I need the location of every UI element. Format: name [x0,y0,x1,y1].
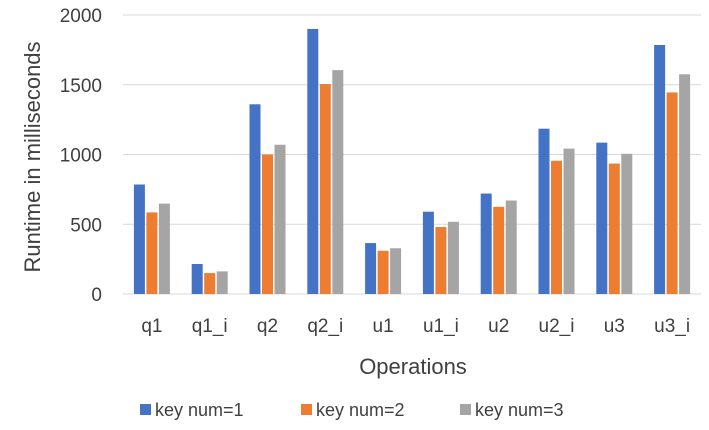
bar-q1-series-2 [146,212,158,294]
y-tick-labels: 0 500 1000 1500 2000 [60,6,102,306]
bar-u2_i-series-2 [551,160,562,294]
legend-label: key num=1 [155,400,244,420]
bar-u1_i-series-2 [435,227,447,294]
x-axis-title: Operations [359,354,467,379]
bar-q2_i-series-3 [332,70,344,294]
x-tick-label: u1 [373,316,394,337]
legend: key num=1 key num=2 key num=3 [140,400,564,420]
legend-swatch [301,404,312,415]
bar-q1-series-1 [133,184,145,294]
bar-u1-series-1 [365,243,377,294]
y-tick-label: 2000 [60,6,102,27]
x-tick-label: u3_i [654,316,690,337]
x-tick-label: u2_i [539,316,575,337]
bar-u1-series-3 [390,248,402,294]
y-tick-label: 1500 [60,76,102,97]
y-tick-label: 0 [91,285,102,306]
x-tick-label: q1_i [192,316,228,337]
x-tick-label: u3 [604,316,625,337]
bar-q1-series-3 [158,203,170,294]
x-tick-label: u1_i [423,316,459,337]
x-tick-label: q2 [257,316,278,337]
bar-u2-series-3 [505,200,517,294]
legend-label: key num=3 [475,400,564,420]
legend-swatch [460,404,471,415]
y-tick-label: 1000 [60,146,102,167]
x-tick-label: q1 [141,316,162,337]
x-tick-labels: q1 q1_i q2 q2_i u1 u1_i u2 u2_i u3 u3_i [141,316,690,337]
bar-u1_i-series-1 [422,211,434,294]
bar-u3-series-1 [596,142,608,294]
bar-q2-series-2 [262,154,273,294]
x-tick-label: u2 [488,316,509,337]
bar-u2_i-series-1 [538,128,550,294]
bar-u3_i-series-3 [679,74,691,294]
bar-q1_i-series-3 [216,271,228,294]
bars [133,28,691,295]
bar-u3_i-series-2 [666,92,678,294]
bar-u2_i-series-3 [563,148,575,294]
bar-u3-series-2 [608,163,620,294]
bar-u1_i-series-3 [447,221,459,294]
x-tick-label: q2_i [307,316,343,337]
y-axis-title: Runtime in milliseconds [20,41,45,272]
bar-u1-series-2 [377,250,389,294]
bar-q1_i-series-1 [191,264,203,294]
legend-label: key num=2 [316,400,405,420]
bar-u2-series-1 [480,193,492,294]
legend-swatch [140,404,151,415]
y-tick-label: 500 [70,215,102,236]
bar-q1_i-series-2 [204,273,216,294]
bar-q2_i-series-2 [319,84,331,295]
bar-q2-series-3 [274,144,286,294]
bar-u3_i-series-1 [654,44,666,295]
bar-u2-series-2 [493,206,505,294]
bar-q2-series-1 [249,104,261,294]
bar-u3-series-3 [621,153,633,294]
bar-q2_i-series-1 [307,28,319,294]
